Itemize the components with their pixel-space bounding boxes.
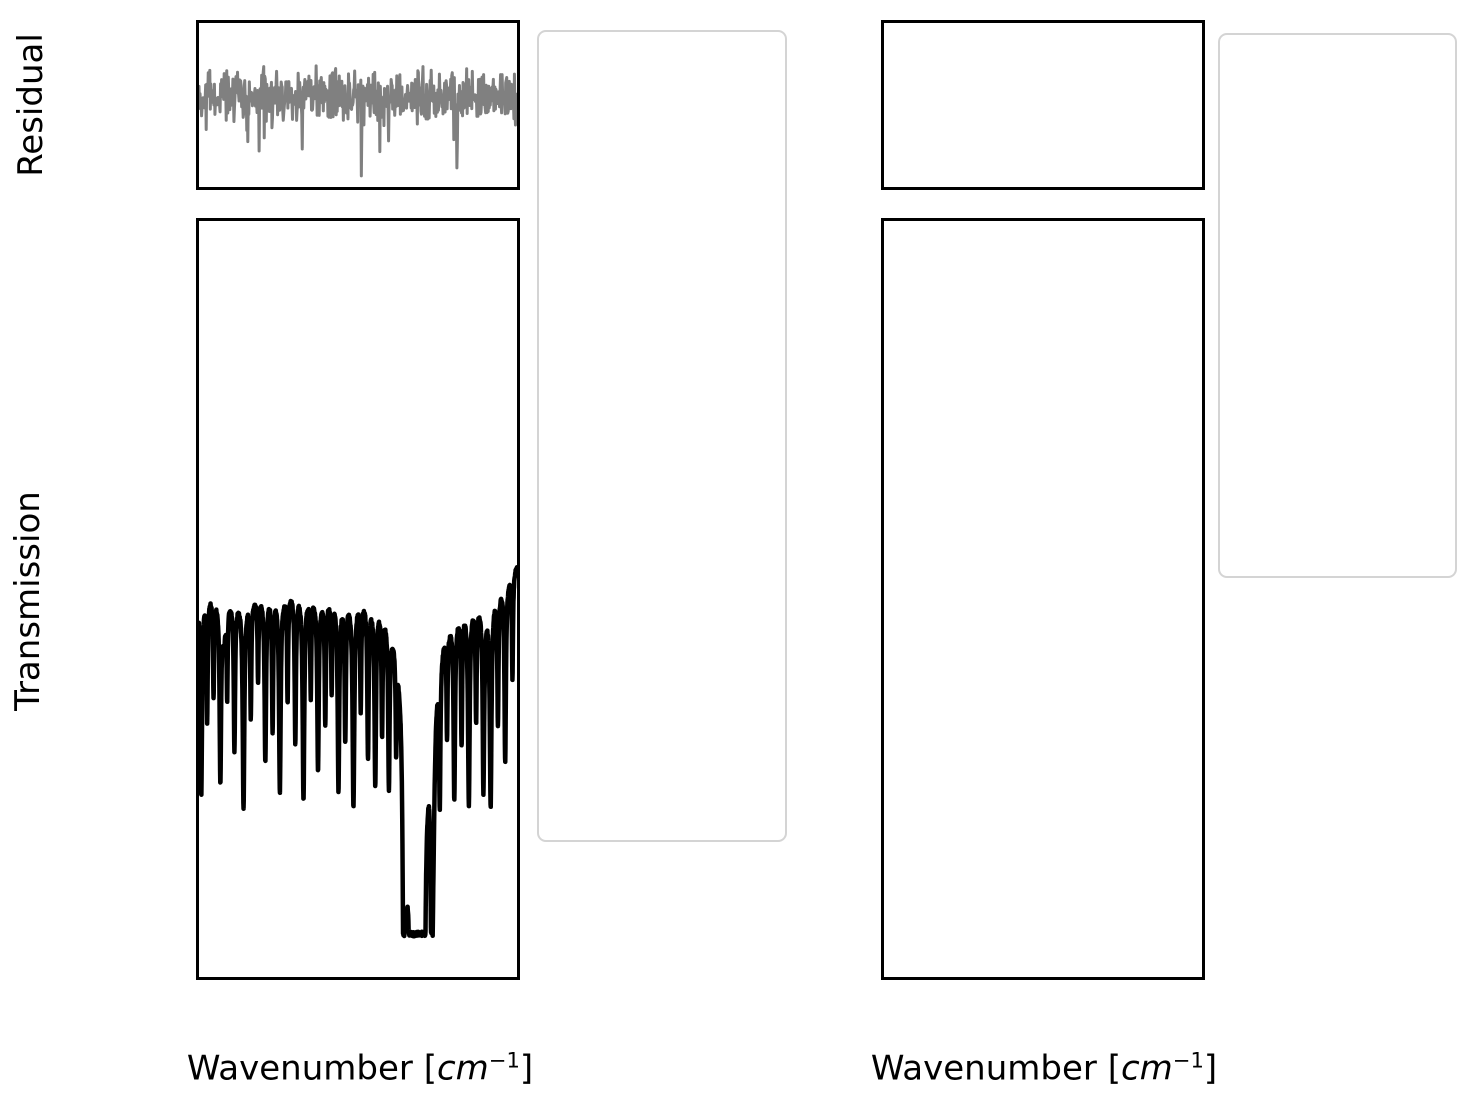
transmission-panel-right (881, 218, 1205, 980)
x-axis-label-bracket: ] (1203, 1048, 1218, 1089)
transmission-panel-left (196, 218, 520, 980)
x-axis-label-unit: cm (436, 1048, 489, 1089)
legend-right (1218, 33, 1457, 578)
residual-plot-canvas-left (199, 23, 517, 187)
x-axis-label-right: Wavenumber [cm−1] (871, 1047, 1217, 1088)
residual-panel-left (196, 20, 520, 190)
x-axis-label-text: Wavenumber [ (870, 1048, 1121, 1089)
residual-panel-right (881, 20, 1205, 190)
x-axis-label-bracket: ] (519, 1048, 534, 1089)
x-axis-label-exponent: −1 (1172, 1047, 1204, 1073)
x-axis-label-exponent: −1 (488, 1047, 520, 1073)
residual-y-axis-label: Residual (11, 33, 51, 177)
transmission-plot-canvas-right (884, 221, 1202, 977)
transmission-plot-canvas-left (199, 221, 517, 977)
residual-plot-canvas-right (884, 23, 1202, 187)
x-axis-label-text: Wavenumber [ (186, 1048, 437, 1089)
x-axis-label-left: Wavenumber [cm−1] (187, 1047, 533, 1088)
x-axis-label-unit: cm (1120, 1048, 1173, 1089)
transmission-y-axis-label: Transmission (8, 491, 48, 711)
legend-left (537, 30, 787, 842)
